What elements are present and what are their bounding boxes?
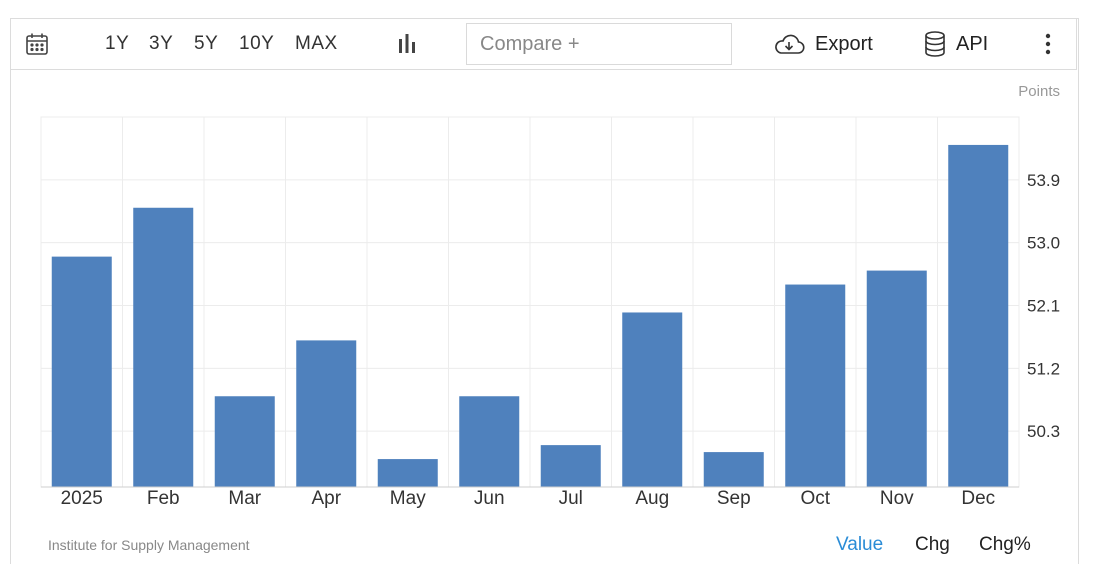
x-tick-label: Mar	[228, 488, 261, 509]
cloud-download-icon	[775, 34, 805, 54]
bar	[296, 340, 357, 487]
bar	[785, 284, 846, 487]
bar	[866, 270, 927, 487]
tab-value[interactable]: Value	[836, 534, 884, 555]
bar	[703, 452, 764, 487]
api-button[interactable]: API	[924, 19, 988, 69]
database-icon	[925, 31, 945, 57]
y-tick-label: 52.1	[1027, 296, 1060, 315]
bar	[214, 396, 275, 487]
api-label: API	[956, 32, 989, 55]
range-5y[interactable]: 5Y	[194, 33, 219, 54]
x-tick-label: Nov	[880, 488, 914, 509]
range-max[interactable]: MAX	[295, 33, 338, 54]
calendar-icon[interactable]	[25, 19, 49, 69]
bar	[377, 459, 438, 487]
y-tick-label: 51.2	[1027, 359, 1060, 378]
x-tick-label: Apr	[311, 488, 341, 509]
x-tick-label: Sep	[717, 488, 751, 509]
range-1y[interactable]: 1Y	[105, 33, 130, 54]
y-tick-label: 53.9	[1027, 171, 1060, 190]
bar-chart-icon[interactable]	[397, 19, 417, 69]
range-10y[interactable]: 10Y	[239, 33, 275, 54]
bar	[51, 256, 112, 487]
x-tick-label: 2025	[61, 488, 103, 509]
x-tick-label: Dec	[961, 488, 995, 509]
unit-label: Points	[1018, 83, 1060, 100]
x-tick-label: Jul	[559, 488, 583, 509]
tab-chg-percent[interactable]: Chg%	[979, 534, 1031, 555]
bar	[459, 396, 520, 487]
compare-input[interactable]: Compare +	[466, 23, 732, 65]
bar	[540, 445, 601, 487]
y-tick-label: 53.0	[1027, 234, 1060, 253]
export-button[interactable]: Export	[773, 19, 873, 69]
bar	[622, 312, 683, 487]
x-tick-label: Oct	[800, 488, 830, 509]
tab-chg[interactable]: Chg	[915, 534, 950, 555]
bar	[133, 207, 194, 488]
x-tick-label: May	[390, 488, 426, 509]
y-tick-label: 50.3	[1027, 422, 1060, 441]
range-3y[interactable]: 3Y	[149, 33, 174, 54]
x-tick-label: Feb	[147, 488, 180, 509]
bar	[948, 144, 1009, 487]
more-vertical-icon[interactable]	[1045, 19, 1051, 69]
export-label: Export	[815, 32, 873, 55]
chart-toolbar: 1Y 3Y 5Y 10Y MAX Compare + Export API	[10, 18, 1077, 70]
x-tick-label: Jun	[474, 488, 505, 509]
x-tick-label: Aug	[635, 488, 669, 509]
source-label: Institute for Supply Management	[48, 537, 250, 553]
